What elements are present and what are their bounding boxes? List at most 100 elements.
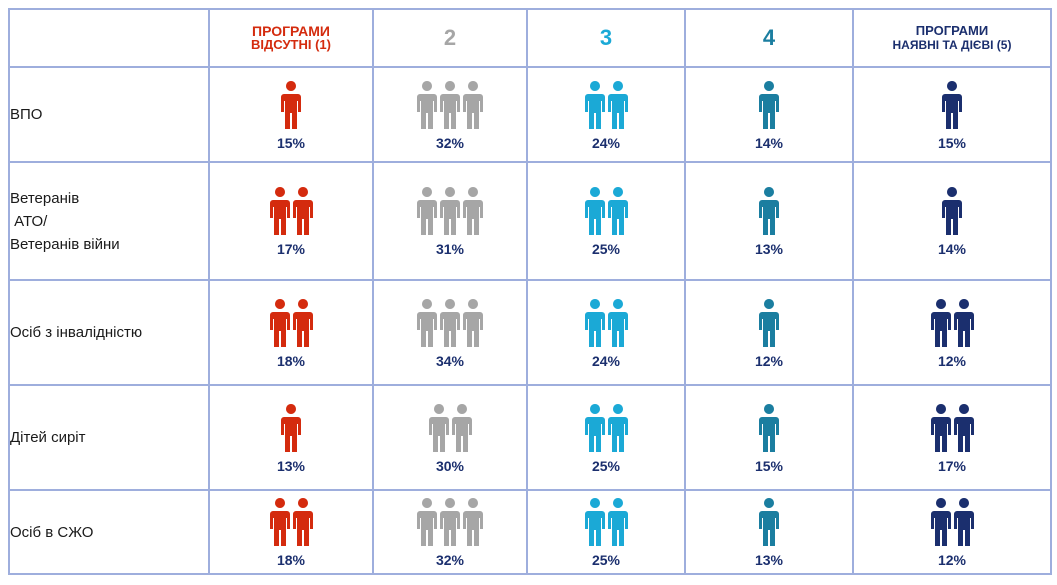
- people-mark: 15%: [277, 79, 305, 151]
- percent-label: 12%: [754, 352, 784, 369]
- person-icon: [759, 298, 779, 347]
- row-label-line: ВПО: [10, 106, 43, 123]
- value-cell: 34%: [372, 279, 528, 386]
- people-icons: [280, 402, 302, 454]
- person-icon: [759, 498, 779, 546]
- header-col-2: 2: [372, 8, 528, 68]
- people-icons: [930, 297, 975, 349]
- people-mark: 13%: [755, 496, 783, 568]
- header-col1-line1: ПРОГРАМИ: [252, 23, 330, 39]
- percent-label: 17%: [937, 457, 967, 474]
- person-icon: [584, 298, 605, 347]
- person-icon: [953, 403, 974, 452]
- person-icon: [292, 187, 313, 235]
- percent-label: 24%: [591, 352, 621, 369]
- value-cell: 13%: [684, 489, 854, 575]
- people-icons: [280, 79, 302, 131]
- percent-label: 13%: [754, 552, 784, 568]
- table-row: Осіб з інвалідністю 18% 34% 24% 12% 12%: [8, 279, 1052, 386]
- people-mark: 30%: [428, 402, 473, 474]
- people-mark: 32%: [416, 496, 484, 568]
- header-col5-line2: НАЯВНІ ТА ДІЄВІ (5): [892, 38, 1012, 52]
- percent-label: 13%: [754, 241, 784, 257]
- person-icon: [451, 403, 472, 452]
- person-icon: [440, 498, 460, 546]
- people-icons: [941, 185, 963, 237]
- people-mark: 24%: [584, 79, 629, 151]
- table-row: Дітей сиріт 13% 30% 25% 15% 17%: [8, 384, 1052, 491]
- value-cell: 18%: [208, 279, 374, 386]
- percent-label: 24%: [591, 134, 621, 151]
- people-icons: [584, 402, 629, 454]
- people-icons: [941, 79, 963, 131]
- row-label: Ветеранів АТО/Ветеранів війни: [8, 161, 210, 281]
- person-icon: [607, 187, 628, 235]
- people-mark: 25%: [584, 496, 629, 568]
- people-mark: 12%: [755, 297, 783, 369]
- value-cell: 13%: [684, 161, 854, 281]
- row-label-line: АТО/: [10, 212, 48, 230]
- percent-label: 12%: [937, 552, 967, 568]
- people-icons: [416, 79, 484, 131]
- header-col5-line1: ПРОГРАМИ: [915, 23, 989, 38]
- person-icon: [440, 80, 460, 129]
- people-icons: [416, 297, 484, 349]
- person-icon: [463, 80, 483, 129]
- person-icon: [463, 298, 483, 347]
- value-cell: 17%: [208, 161, 374, 281]
- percent-label: 25%: [591, 457, 621, 474]
- percent-label: 18%: [276, 552, 306, 568]
- value-cell: 30%: [372, 384, 528, 491]
- value-cell: 24%: [526, 279, 686, 386]
- value-cell: 24%: [526, 66, 686, 163]
- people-icons: [758, 402, 780, 454]
- people-mark: 25%: [584, 185, 629, 257]
- row-label-line: Осіб в СЖО: [10, 523, 94, 541]
- person-icon: [417, 298, 437, 347]
- people-mark: 18%: [269, 297, 314, 369]
- people-mark: 15%: [755, 402, 783, 474]
- people-mark: 12%: [930, 496, 975, 568]
- people-mark: 24%: [584, 297, 629, 369]
- percent-label: 17%: [276, 241, 306, 257]
- value-cell: 25%: [526, 489, 686, 575]
- people-icons: [758, 297, 780, 349]
- percent-label: 13%: [276, 457, 306, 474]
- person-icon: [281, 403, 301, 452]
- person-icon: [759, 187, 779, 235]
- row-label: Осіб в СЖО: [8, 489, 210, 575]
- people-mark: 13%: [755, 185, 783, 257]
- person-icon: [417, 498, 437, 546]
- value-cell: 18%: [208, 489, 374, 575]
- people-icons: [269, 185, 314, 237]
- value-cell: 32%: [372, 66, 528, 163]
- table-row: ВПО 15% 32% 24% 14% 15%: [8, 66, 1052, 163]
- percent-label: 15%: [754, 457, 784, 474]
- person-icon: [584, 187, 605, 235]
- person-icon: [463, 187, 483, 235]
- person-icon: [930, 498, 951, 546]
- people-icons: [758, 79, 780, 131]
- header-col-programs-present: ПРОГРАМИ НАЯВНІ ТА ДІЄВІ (5): [852, 8, 1052, 68]
- person-icon: [607, 80, 628, 129]
- person-icon: [953, 498, 974, 546]
- people-icons: [269, 496, 314, 548]
- person-icon: [930, 403, 951, 452]
- person-icon: [759, 80, 779, 129]
- value-cell: 12%: [684, 279, 854, 386]
- people-mark: 14%: [755, 79, 783, 151]
- percent-label: 25%: [591, 552, 621, 568]
- percent-label: 18%: [276, 352, 306, 369]
- value-cell: 13%: [208, 384, 374, 491]
- percent-label: 32%: [435, 134, 465, 151]
- person-icon: [440, 298, 460, 347]
- people-mark: 18%: [269, 496, 314, 568]
- header-corner: [8, 8, 210, 68]
- percent-label: 14%: [754, 134, 784, 151]
- header-col-programs-absent: ПРОГРАМИ ВІДСУТНІ (1): [208, 8, 374, 68]
- row-label-line: Дітей сиріт: [10, 429, 86, 446]
- percent-label: 25%: [591, 241, 621, 257]
- value-cell: 14%: [852, 161, 1052, 281]
- header-col1-line2: ВІДСУТНІ (1): [250, 37, 331, 52]
- people-mark: 12%: [930, 297, 975, 369]
